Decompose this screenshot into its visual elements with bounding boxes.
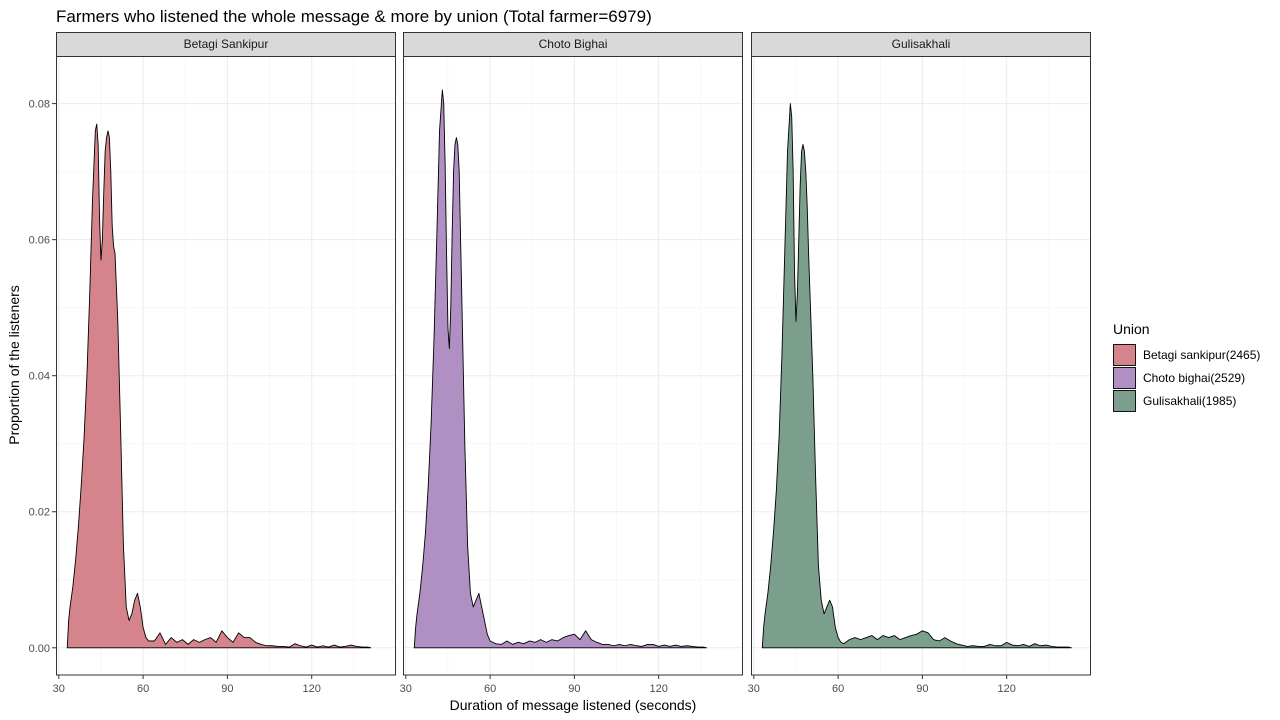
density-area-3 (761, 103, 1072, 649)
legend-label-1: Betagi sankipur(2465) (1143, 348, 1260, 362)
facet-strip-label: Betagi Sankipur (184, 37, 269, 51)
x-axis-title: Duration of message listened (seconds) (450, 697, 697, 713)
facet-panels: Betagi Sankipur 30 60 90 120 0.00 0.02 0.04 0.06… (29, 32, 1091, 695)
density-area-1 (66, 123, 372, 649)
x-tick-label: 30 (53, 683, 65, 695)
x-tick-label: 90 (221, 683, 233, 695)
y-tick-label: 0.02 (29, 507, 50, 519)
legend-key-1 (1113, 344, 1136, 366)
x-tick-label: 60 (832, 683, 844, 695)
x-tick-label: 120 (303, 683, 321, 695)
legend-label-3: Gulisakhali(1985) (1143, 394, 1236, 408)
x-tick-label: 120 (998, 683, 1016, 695)
x-tick-label: 30 (748, 683, 760, 695)
x-tick-label: 60 (484, 683, 496, 695)
facet-panel-3: Gulisakhali 30 60 90 120 (748, 32, 1091, 695)
legend: Union Betagi sankipur(2465) Choto bighai(… (1113, 321, 1260, 412)
x-tick-label: 120 (650, 683, 668, 695)
legend-title: Union (1113, 321, 1150, 337)
chart-title: Farmers who listened the whole message &… (56, 7, 652, 26)
density-area-2 (413, 89, 707, 649)
facet-strip (403, 32, 743, 57)
y-tick-label: 0.08 (29, 99, 50, 111)
legend-key-3 (1113, 390, 1136, 412)
facet-panel-1: Betagi Sankipur 30 60 90 120 0.00 0.02 0.04 0.06… (29, 32, 396, 695)
legend-label-2: Choto bighai(2529) (1143, 371, 1245, 385)
x-tick-label: 30 (400, 683, 412, 695)
y-tick-label: 0.06 (29, 235, 50, 247)
y-tick-label: 0.04 (29, 371, 50, 383)
legend-key-2 (1113, 367, 1136, 389)
x-tick-label: 60 (137, 683, 149, 695)
y-axis-title: Proportion of the listeners (6, 285, 22, 445)
facet-strip (751, 32, 1091, 57)
y-tick-label: 0.00 (29, 643, 50, 655)
x-tick-label: 90 (916, 683, 928, 695)
facet-strip-label: Gulisakhali (892, 37, 951, 51)
x-tick-label: 90 (568, 683, 580, 695)
facet-panel-2: Choto Bighai 30 60 90 120 (400, 32, 743, 695)
facet-strip-label: Choto Bighai (539, 37, 608, 51)
facet-strip (56, 32, 396, 57)
